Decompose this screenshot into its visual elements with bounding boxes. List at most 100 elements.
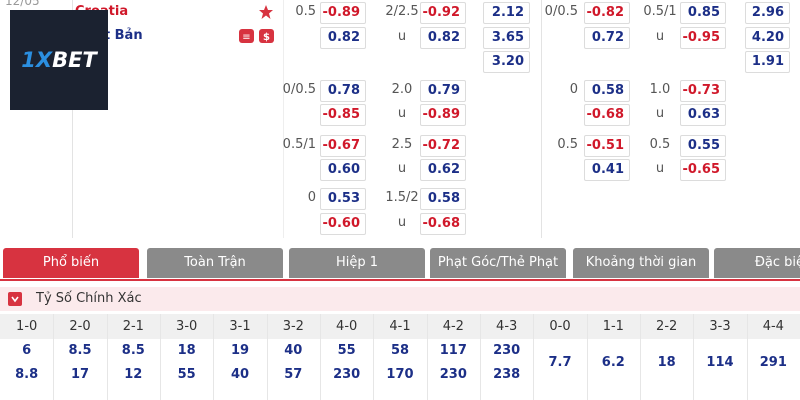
odds-value[interactable]: -0.72 <box>420 135 466 157</box>
odds-value[interactable]: 0.55 <box>680 135 726 157</box>
score-odds[interactable]: 55 <box>177 367 196 382</box>
handicap-line: 0/0.5 <box>282 82 316 97</box>
score-odds[interactable]: 230 <box>493 343 521 358</box>
odds-value[interactable]: -0.60 <box>320 213 366 235</box>
score-odds[interactable]: 238 <box>493 367 521 382</box>
total-line: 1.0 <box>649 82 671 97</box>
odds-value[interactable]: -0.95 <box>680 27 726 49</box>
score-odds[interactable]: 18 <box>177 343 196 358</box>
score-odds[interactable]: 58 <box>390 343 410 358</box>
score-odds[interactable]: 114 <box>706 355 734 370</box>
score-odds[interactable]: 6 <box>22 343 32 358</box>
score-odds[interactable]: 57 <box>284 367 303 382</box>
tab[interactable]: Phạt Góc/Thẻ Phạt <box>430 248 566 278</box>
total-line: u <box>397 106 407 121</box>
odds-value[interactable]: -0.82 <box>584 2 630 24</box>
score-odds[interactable]: 230 <box>439 367 467 382</box>
odds-value[interactable]: 0.85 <box>680 2 726 24</box>
odds-value[interactable]: -0.92 <box>420 2 466 24</box>
score-odds[interactable]: 117 <box>439 343 467 358</box>
favorite-star[interactable] <box>258 4 274 20</box>
column-divider <box>320 314 321 400</box>
score-odds[interactable]: 12 <box>124 367 143 382</box>
tab[interactable]: Khoảng thời gian <box>573 248 709 278</box>
odds-value[interactable]: 0.82 <box>320 27 366 49</box>
total-line: 1.5/2 <box>385 190 419 205</box>
handicap-line: 0 <box>569 82 578 97</box>
odds-value[interactable]: -0.89 <box>320 2 366 24</box>
match-date: 12/05 <box>5 0 40 8</box>
total-line: u <box>397 161 407 176</box>
divider <box>72 0 73 238</box>
total-line: 2/2.5 <box>385 4 419 19</box>
score-odds[interactable]: 18 <box>657 355 676 370</box>
score-odds[interactable]: 19 <box>230 343 250 358</box>
tab[interactable]: Đặc biệt <box>714 248 800 278</box>
score-odds[interactable]: 8.8 <box>15 367 39 382</box>
odds-value[interactable]: 0.53 <box>320 188 366 210</box>
score-odds[interactable]: 170 <box>386 367 414 382</box>
odds-value[interactable]: -0.65 <box>680 159 726 181</box>
odds-value[interactable]: 0.58 <box>584 80 630 102</box>
column-divider <box>640 314 641 400</box>
score-odds[interactable]: 6.2 <box>601 355 625 370</box>
column-divider <box>586 314 588 400</box>
handicap-line: 0 <box>307 190 316 205</box>
tab[interactable]: Hiệp 1 <box>289 248 425 278</box>
column-divider <box>106 314 108 400</box>
odds-value[interactable]: 0.60 <box>320 159 366 181</box>
tab[interactable]: Phổ biến <box>3 248 139 278</box>
score-odds[interactable]: 17 <box>70 367 90 382</box>
result-odds[interactable]: 2.12 <box>483 2 530 24</box>
score-odds[interactable]: 230 <box>333 367 361 382</box>
odds-value[interactable]: -0.89 <box>420 104 466 126</box>
odds-value[interactable]: -0.85 <box>320 104 366 126</box>
score-odds[interactable]: 7.7 <box>548 355 572 370</box>
tab-underline <box>0 279 800 281</box>
result-odds[interactable]: 2.96 <box>745 2 790 24</box>
score-label: 1-1 <box>602 319 624 334</box>
result-odds[interactable]: 4.20 <box>745 27 790 49</box>
odds-value[interactable]: -0.73 <box>680 80 726 102</box>
stats-icons[interactable]: ≡ $ <box>238 28 278 44</box>
odds-value[interactable]: -0.67 <box>320 135 366 157</box>
score-label: 2-0 <box>69 319 91 334</box>
odds-value[interactable]: 0.63 <box>680 104 726 126</box>
score-label: 4-3 <box>496 319 518 334</box>
odds-value[interactable]: -0.68 <box>584 104 630 126</box>
odds-value[interactable]: 0.79 <box>420 80 466 102</box>
score-odds[interactable]: 40 <box>230 367 250 382</box>
total-line: u <box>655 106 665 121</box>
tab[interactable]: Toàn Trận <box>147 248 283 278</box>
odds-value[interactable]: 0.62 <box>420 159 466 181</box>
score-odds[interactable]: 40 <box>284 343 303 358</box>
column-divider <box>746 314 748 400</box>
handicap-line: 0.5/1 <box>282 137 316 152</box>
column-divider <box>426 314 428 400</box>
section-header: Tỷ Số Chính Xác <box>0 287 800 311</box>
odds-value[interactable]: 0.78 <box>320 80 366 102</box>
score-odds[interactable]: 8.5 <box>121 343 145 358</box>
score-odds[interactable]: 8.5 <box>68 343 92 358</box>
handicap-line: 0.5 <box>557 137 578 152</box>
odds-value[interactable]: 0.82 <box>420 27 466 49</box>
handicap-line: 0/0.5 <box>544 4 578 19</box>
result-odds[interactable]: 1.91 <box>745 51 790 73</box>
result-odds[interactable]: 3.65 <box>483 27 530 49</box>
collapse-icon[interactable] <box>8 292 22 306</box>
odds-value[interactable]: -0.51 <box>584 135 630 157</box>
result-odds[interactable]: 3.20 <box>483 51 530 73</box>
column-divider <box>266 314 268 400</box>
odds-value[interactable]: -0.68 <box>420 213 466 235</box>
score-label: 4-4 <box>762 319 784 334</box>
score-odds[interactable]: 55 <box>337 343 356 358</box>
divider <box>541 0 542 238</box>
score-odds[interactable]: 291 <box>759 355 787 370</box>
svg-text:$: $ <box>263 32 270 43</box>
total-line: 2.0 <box>391 82 413 97</box>
odds-value[interactable]: 0.41 <box>584 159 630 181</box>
column-divider <box>480 314 481 400</box>
odds-value[interactable]: 0.58 <box>420 188 466 210</box>
odds-value[interactable]: 0.72 <box>584 27 630 49</box>
